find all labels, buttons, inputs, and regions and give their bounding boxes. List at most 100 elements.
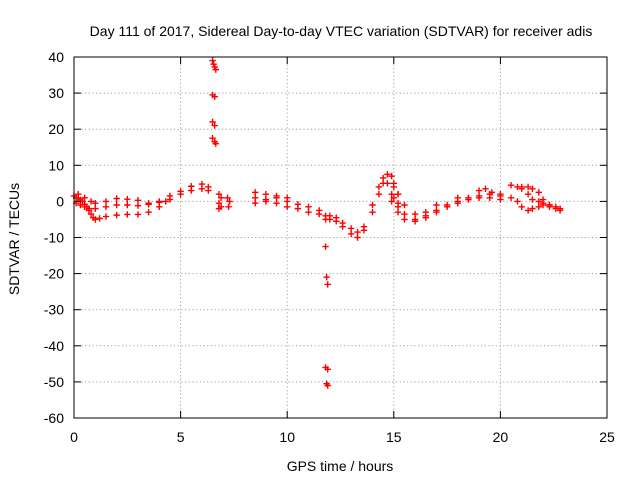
data-series xyxy=(70,57,564,389)
data-point-marker xyxy=(401,210,408,218)
data-point-marker xyxy=(215,190,223,198)
data-point-marker xyxy=(215,200,223,207)
data-point-marker xyxy=(315,210,323,218)
chart-title: Day 111 of 2017, Sidereal Day-to-day VTE… xyxy=(90,23,593,39)
data-point-marker xyxy=(96,215,103,222)
data-point-marker xyxy=(77,201,84,209)
y-tick-label: 30 xyxy=(48,85,64,101)
data-point-marker xyxy=(273,194,280,201)
data-point-marker xyxy=(454,200,461,207)
data-point-marker xyxy=(284,194,291,201)
x-tick-label: 20 xyxy=(493,429,509,445)
data-point-marker xyxy=(354,228,361,236)
data-point-marker xyxy=(252,200,259,207)
y-axis-label: SDTVAR / TECUs xyxy=(6,183,22,295)
data-point-marker xyxy=(411,210,419,218)
data-point-marker xyxy=(535,189,542,196)
data-point-marker xyxy=(475,194,483,201)
data-point-marker xyxy=(324,281,331,288)
data-point-marker xyxy=(507,194,515,201)
data-point-marker xyxy=(433,209,440,216)
data-point-marker xyxy=(305,209,312,216)
data-point-marker xyxy=(81,194,88,201)
data-point-marker xyxy=(217,194,225,201)
data-point-marker xyxy=(518,203,525,211)
data-point-marker xyxy=(390,183,397,191)
data-point-marker xyxy=(211,93,218,100)
data-point-marker xyxy=(262,198,270,205)
x-tick-label: 15 xyxy=(386,429,402,445)
data-point-marker xyxy=(422,209,429,216)
y-tick-label: -40 xyxy=(44,338,64,354)
data-point-marker xyxy=(262,190,270,198)
data-point-marker xyxy=(87,210,95,218)
data-point-marker xyxy=(465,196,472,203)
data-point-marker xyxy=(209,135,216,142)
data-point-marker xyxy=(113,211,120,219)
data-point-marker xyxy=(556,207,564,214)
data-point-marker xyxy=(524,190,532,198)
data-point-marker xyxy=(145,200,152,207)
data-point-marker xyxy=(524,207,532,214)
data-point-marker xyxy=(488,189,496,196)
data-point-marker xyxy=(212,140,219,147)
data-point-marker xyxy=(401,216,408,223)
data-point-marker xyxy=(188,183,195,190)
data-point-marker xyxy=(324,382,331,389)
data-point-marker xyxy=(273,200,280,207)
y-tick-label: -30 xyxy=(44,302,64,318)
data-point-marker xyxy=(482,185,489,192)
y-tick-label: -10 xyxy=(44,230,64,246)
data-point-marker xyxy=(224,194,231,201)
data-point-marker xyxy=(514,198,521,205)
data-point-marker xyxy=(369,209,376,216)
data-point-marker xyxy=(124,201,131,209)
y-tick-label: -60 xyxy=(44,410,64,426)
data-point-marker xyxy=(388,172,395,180)
data-point-marker xyxy=(162,198,169,205)
data-point-marker xyxy=(226,198,233,205)
data-point-marker xyxy=(156,199,163,206)
y-tick-label: 0 xyxy=(56,193,64,209)
data-point-marker xyxy=(486,194,493,201)
data-point-marker xyxy=(333,214,340,221)
data-point-marker xyxy=(134,211,142,218)
data-point-marker xyxy=(535,203,542,211)
data-point-marker xyxy=(209,57,216,64)
data-point-marker xyxy=(92,200,99,207)
x-tick-label: 10 xyxy=(279,429,295,445)
data-point-marker xyxy=(360,223,368,230)
y-tick-label: -50 xyxy=(44,374,64,390)
data-point-marker xyxy=(75,190,82,198)
data-point-marker xyxy=(518,183,525,191)
data-point-marker xyxy=(497,190,504,198)
data-point-marker xyxy=(87,198,95,205)
data-point-marker xyxy=(322,243,329,250)
data-point-marker xyxy=(215,205,223,212)
data-point-marker xyxy=(375,190,383,198)
data-point-marker xyxy=(384,171,391,178)
data-point-marker xyxy=(529,196,536,203)
data-point-marker xyxy=(210,61,217,68)
data-point-marker xyxy=(225,203,232,211)
x-tick-label: 25 xyxy=(599,429,615,445)
data-point-marker xyxy=(124,196,131,203)
data-point-marker xyxy=(422,214,429,221)
data-point-marker xyxy=(81,203,88,211)
data-point-marker xyxy=(497,196,504,203)
data-point-marker xyxy=(113,201,120,209)
grid-lines xyxy=(74,57,607,418)
y-tick-label: 40 xyxy=(48,49,64,65)
data-point-marker xyxy=(524,183,532,191)
data-point-marker xyxy=(369,201,376,209)
data-point-marker xyxy=(443,203,451,211)
data-point-marker xyxy=(388,198,395,205)
plot-frame xyxy=(73,56,608,419)
data-point-marker xyxy=(284,203,291,211)
data-point-marker xyxy=(305,203,312,211)
data-point-marker xyxy=(102,198,110,205)
data-point-marker xyxy=(294,205,302,212)
data-point-marker xyxy=(539,201,547,209)
data-point-marker xyxy=(546,201,553,209)
